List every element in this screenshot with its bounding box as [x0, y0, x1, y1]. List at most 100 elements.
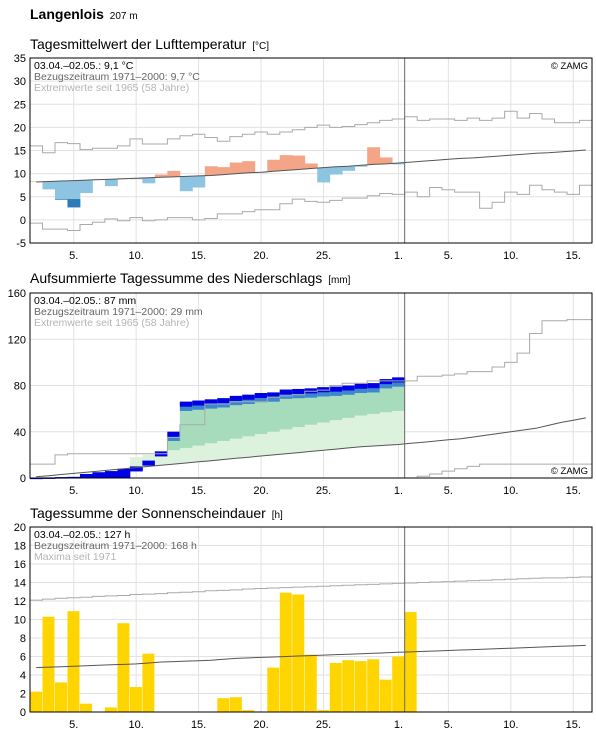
precipitation-xtick-label: 10. [129, 485, 144, 497]
precipitation-normal-band [342, 417, 356, 448]
sunshine-ytick-label: 8 [20, 633, 26, 645]
temperature-xtick-label: 20. [253, 250, 268, 262]
precipitation-ytick-label: 0 [20, 473, 26, 485]
precipitation-plot: 0 40 80 120 160 5. 10. 15. 20. 25. 1. 5. 10. 15. 03.04… [8, 288, 593, 497]
precipitation-daily-bar [179, 401, 193, 407]
sunshine-ytick-label: 0 [20, 707, 26, 719]
precipitation-ytick-label: 120 [8, 334, 26, 346]
precipitation-daily-bar [92, 472, 106, 478]
temperature-ytick-label: 25 [14, 99, 26, 111]
sunshine-bar [54, 682, 67, 712]
precipitation-normal-band [242, 436, 256, 458]
precipitation-xtick-label: 10. [503, 485, 518, 497]
temperature-info-line: Extremwerte seit 1965 (58 Jahre) [34, 82, 189, 94]
temperature-ytick-label: 35 [14, 53, 26, 65]
precipitation-excess-band [229, 395, 243, 439]
precipitation-normal-band [229, 438, 243, 459]
sunshine-ytick-label: 2 [20, 689, 26, 701]
temperature-normal-line [36, 149, 586, 183]
temperature-anomaly-bar [154, 174, 168, 178]
sunshine-bar [117, 623, 130, 712]
precipitation-xtick-label: 5. [444, 485, 453, 497]
precipitation-normal-band [254, 434, 268, 457]
precipitation-daily-bar [354, 383, 368, 389]
station-title: Langenlois 207 m [30, 6, 138, 22]
sunshine-xtick-label: 5. [444, 719, 453, 729]
precipitation-excess-band [267, 392, 281, 432]
sunshine-bar [342, 660, 355, 712]
precipitation-xtick-label: 5. [69, 485, 78, 497]
precipitation-daily-bar [129, 466, 143, 472]
sunshine-bar [267, 667, 280, 712]
precipitation-daily-bar [279, 389, 293, 395]
temperature-anomaly-bar [242, 161, 256, 173]
precipitation-ytick-label: 160 [8, 288, 26, 300]
sunshine-bar [367, 659, 380, 712]
temperature-anomaly-bar [329, 166, 343, 175]
temperature-anomaly-bar [317, 167, 331, 183]
sunshine-bar [129, 687, 142, 712]
sunshine-bar [104, 707, 117, 712]
temperature-unit: [°C] [252, 41, 269, 52]
sunshine-info-line: Bezugszeitraum 1971–2000: 168 h [34, 540, 197, 552]
temperature-anomaly-bar [292, 155, 306, 170]
sunshine-ytick-label: 20 [14, 522, 26, 534]
temperature-title: Tagesmittelwert der Lufttemperatur [30, 36, 247, 52]
temperature-anomaly-bar [304, 163, 318, 169]
temperature-anomaly-bar [167, 170, 181, 177]
sunshine-bar [392, 656, 405, 712]
precipitation-max-line [30, 319, 592, 465]
precipitation-daily-bar [342, 385, 356, 391]
sunshine-xtick-label: 1. [394, 719, 403, 729]
temperature-frame [29, 57, 593, 244]
precipitation-excess-band [254, 393, 268, 435]
temperature-ytick-label: 5 [20, 192, 26, 204]
sunshine-bar [217, 698, 230, 712]
precipitation-daily-bar [329, 386, 343, 392]
sunshine-max-line [30, 576, 592, 601]
temperature-anomaly-bar [379, 157, 393, 164]
station-name: Langenlois [30, 6, 104, 22]
precipitation-normal-band [317, 422, 331, 451]
sunshine-bar [279, 592, 292, 712]
temperature-ytick-label: 15 [14, 146, 26, 158]
temperature-anomaly-bar [42, 181, 56, 190]
precipitation-panel-title: Aufsummierte Tagessumme des Niederschlag… [30, 270, 350, 286]
sunshine-info-line: Maxima seit 1971 [34, 551, 116, 563]
temperature-info-line: 03.04.–02.05.: 9,1 °C [34, 60, 134, 72]
precipitation-normal-line [36, 417, 586, 478]
precipitation-watermark: © ZAMG [551, 466, 588, 477]
station-altitude: 207 m [109, 11, 138, 22]
temperature-anomaly-bar [354, 165, 368, 167]
sunshine-ytick-label: 12 [14, 596, 26, 608]
temperature-max-line [30, 110, 592, 154]
temperature-anomaly-bar [392, 162, 406, 165]
sunshine-bar [42, 616, 55, 712]
sunshine-xtick-label: 10. [503, 719, 518, 729]
precipitation-daily-bar [117, 468, 131, 478]
temperature-anomaly-bar [217, 167, 231, 175]
temperature-anomaly-bar [342, 166, 356, 171]
sunshine-plot: 0 2 4 6 8 10 12 14 16 18 20 5. 10. 15. 20. 25. 1. 5. 10. 15… [14, 522, 593, 729]
precipitation-daily-bar [79, 473, 93, 478]
precipitation-title: Aufsummierte Tagessumme des Niederschlag… [30, 270, 323, 286]
precipitation-unit: [mm] [328, 275, 351, 286]
precipitation-normal-band [267, 431, 281, 455]
precipitation-info-line: 03.04.–02.05.: 87 mm [34, 295, 136, 307]
temperature-xtick-label: 1. [394, 250, 403, 262]
precipitation-frame [29, 292, 593, 479]
sunshine-unit: [h] [271, 510, 283, 521]
temperature-xtick-label: 15. [566, 250, 581, 262]
sunshine-ytick-label: 6 [20, 652, 26, 664]
sunshine-xtick-label: 15. [191, 719, 206, 729]
precipitation-daily-bar [242, 394, 256, 400]
precipitation-daily-bar [192, 400, 206, 406]
precipitation-normal-band [217, 441, 231, 460]
precipitation-excess-band [192, 400, 206, 446]
precipitation-normal-band [392, 410, 406, 445]
temperature-ytick-label: 30 [14, 76, 26, 88]
precipitation-normal-band [192, 445, 206, 462]
precipitation-excess-band [217, 398, 231, 441]
temperature-anomaly-bar [54, 181, 68, 200]
precipitation-normal-band [354, 415, 368, 447]
